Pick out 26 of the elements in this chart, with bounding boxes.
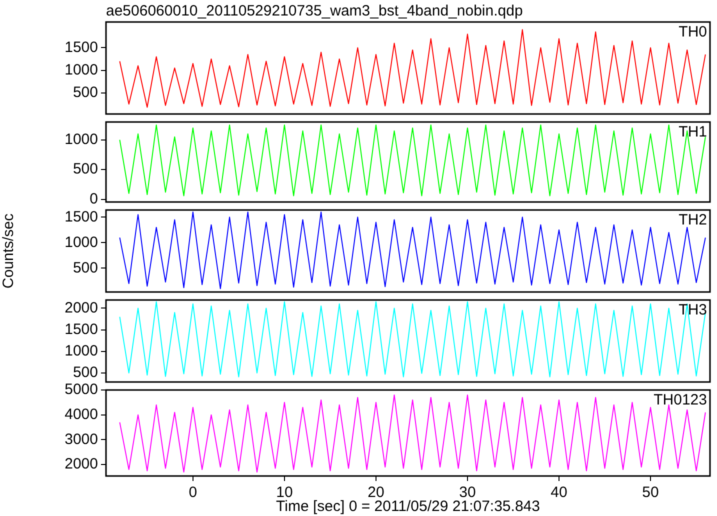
y-tick-label: 2000 (64, 456, 98, 473)
y-tick-label: 5000 (64, 381, 98, 398)
y-tick-label: 2000 (64, 299, 98, 316)
y-tick-label: 1000 (64, 234, 98, 251)
y-tick-label: 500 (72, 84, 98, 101)
y-tick-label: 500 (72, 259, 98, 276)
x-tick-label: 0 (188, 484, 198, 502)
chart-title: ae506060010_20110529210735_wam3_bst_4band_nobin.qdp (106, 2, 523, 20)
y-axis-title: Counts/sec (0, 212, 18, 289)
y-tick-label: 0 (90, 190, 98, 208)
series-label: TH2 (678, 212, 707, 229)
y-tick-label: 1500 (64, 320, 98, 338)
y-tick-label: 500 (72, 364, 98, 382)
series-label: TH0123 (654, 392, 707, 409)
y-tick-label: 1500 (64, 208, 98, 226)
y-tick-label: 500 (72, 160, 98, 178)
y-tick-label: 3000 (64, 430, 98, 448)
y-tick-label: 1000 (64, 342, 98, 360)
y-tick-label: 1500 (64, 38, 98, 56)
x-tick-label: 40 (550, 484, 568, 502)
y-tick-label: 4000 (64, 406, 98, 423)
y-tick-label: 1000 (64, 130, 98, 148)
y-tick-label: 1000 (64, 61, 98, 78)
series-label: TH0 (678, 24, 707, 41)
x-tick-label: 50 (642, 484, 659, 502)
series-label: TH1 (678, 124, 707, 141)
